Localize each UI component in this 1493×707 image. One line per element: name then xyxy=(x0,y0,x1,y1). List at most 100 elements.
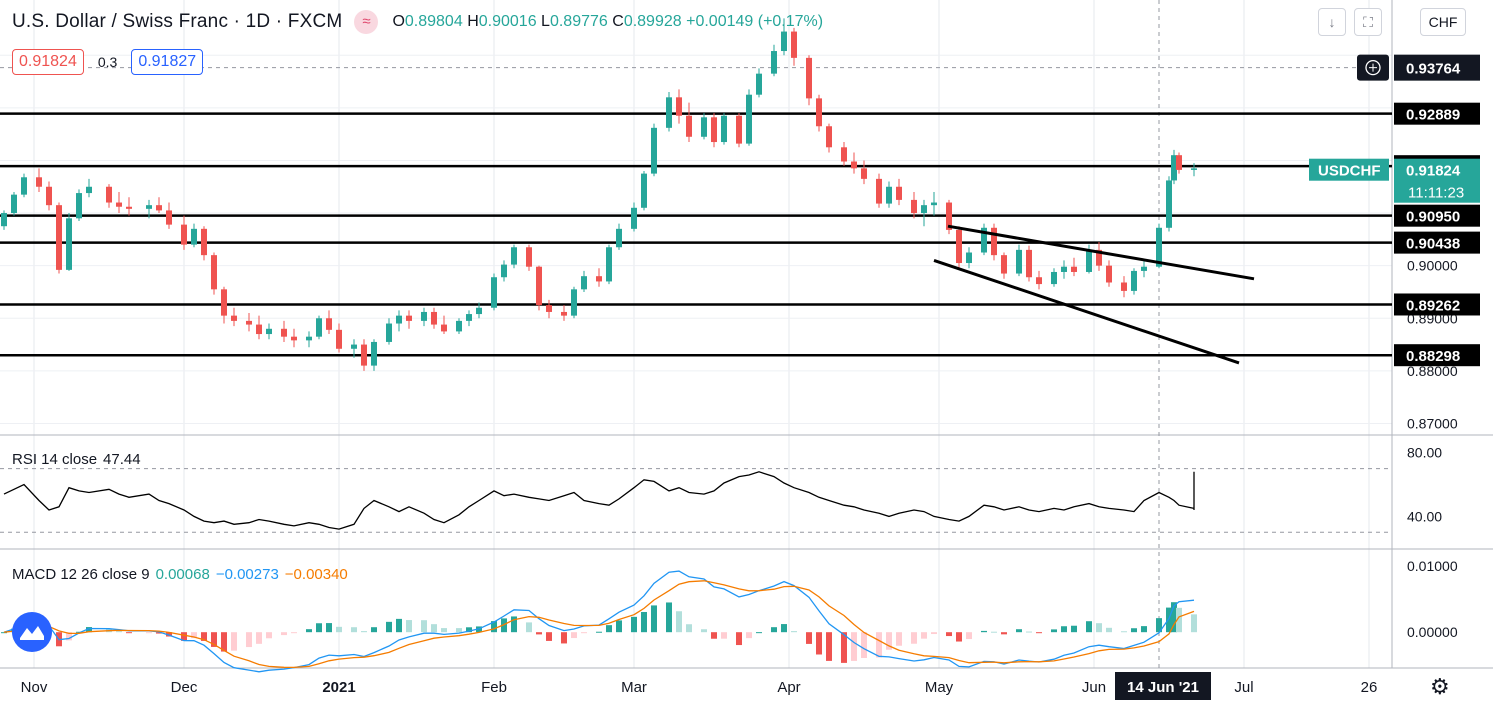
candle-body xyxy=(511,247,517,265)
macd-histogram-bar xyxy=(771,627,777,633)
macd-histogram-bar xyxy=(1096,623,1102,633)
macd-histogram-bar xyxy=(201,632,207,641)
candle xyxy=(1051,268,1057,287)
candle xyxy=(651,123,657,177)
candle-body xyxy=(386,323,392,342)
candle-body xyxy=(686,115,692,137)
rsi-tick-label: 40.00 xyxy=(1407,508,1442,524)
macd-histogram-bar xyxy=(791,631,797,633)
macd-histogram-bar xyxy=(211,632,217,647)
candle-body xyxy=(1166,180,1172,228)
macd-histogram-bar xyxy=(256,632,262,644)
fullscreen-icon[interactable]: ⛶ xyxy=(1354,8,1382,36)
sell-button[interactable]: 0.91824 xyxy=(12,49,84,75)
macd-histogram-bar xyxy=(441,628,447,633)
rsi-label[interactable]: RSI 14 close xyxy=(12,451,98,468)
candle xyxy=(676,89,682,124)
candle xyxy=(86,178,92,198)
candle xyxy=(721,113,727,145)
candle-body xyxy=(456,320,462,332)
candle-body xyxy=(46,186,52,206)
macd-histogram-bar xyxy=(596,631,602,633)
candle xyxy=(946,199,952,235)
candle-body xyxy=(526,247,532,267)
macd-histogram-bar xyxy=(336,626,342,633)
change-value: +0.00149 (+0.17%) xyxy=(686,13,824,30)
candle-body xyxy=(861,168,867,179)
macd-histogram-bar xyxy=(396,618,402,633)
macd-tick-label: 0.01000 xyxy=(1407,558,1458,574)
currency-button[interactable]: CHF xyxy=(1420,8,1466,36)
candle xyxy=(571,286,577,319)
candle-body xyxy=(336,329,342,349)
candle xyxy=(606,244,612,285)
candle xyxy=(441,315,447,335)
macd-histogram-bar xyxy=(166,632,172,637)
candle xyxy=(1166,176,1172,232)
buy-button[interactable]: 0.91827 xyxy=(131,49,204,75)
candle xyxy=(1071,257,1077,277)
gear-icon[interactable]: ⚙ xyxy=(1430,674,1450,699)
price-tick-label: 0.88000 xyxy=(1407,363,1458,379)
macd-histogram-bar xyxy=(1051,629,1057,633)
candle-body xyxy=(736,115,742,144)
candle xyxy=(316,315,322,340)
candle-body xyxy=(806,57,812,99)
candle-body xyxy=(946,202,952,230)
candle-body xyxy=(711,117,717,143)
macd-histogram-bar xyxy=(806,632,812,644)
candle xyxy=(616,223,622,250)
macd-histogram-bar xyxy=(606,625,612,633)
spread-value: 0.3 xyxy=(97,54,118,70)
macd-histogram-bar xyxy=(816,632,822,655)
candle-body xyxy=(441,324,447,332)
candle xyxy=(956,226,962,269)
macd-histogram-bar xyxy=(1071,625,1077,633)
macd-histogram-bar xyxy=(851,632,857,661)
candle xyxy=(1061,260,1067,279)
macd-histogram-bar xyxy=(981,630,987,633)
macd-histogram-bar xyxy=(1061,626,1067,633)
candle xyxy=(1171,149,1177,185)
macd-histogram-bar xyxy=(876,632,882,658)
crosshair-date-label: 14 Jun '21 xyxy=(1127,679,1199,696)
macd-histogram-bar xyxy=(526,622,532,633)
candle-body xyxy=(1061,266,1067,272)
candle-body xyxy=(666,97,672,128)
candle-body xyxy=(86,186,92,194)
macd-histogram-bar xyxy=(911,632,917,644)
candle xyxy=(396,310,402,332)
crosshair-price-bg xyxy=(1394,54,1480,81)
candle xyxy=(806,55,812,106)
tradingview-logo-icon[interactable] xyxy=(12,612,52,652)
candle xyxy=(361,339,367,371)
macd-hist-value: 0.00068 xyxy=(155,566,210,583)
macd-histogram-bar xyxy=(466,627,472,633)
arrow-down-icon[interactable]: ↓ xyxy=(1318,8,1346,36)
candle xyxy=(841,142,847,166)
candle xyxy=(1096,241,1102,271)
macd-histogram-bar xyxy=(1106,627,1112,633)
macd-histogram-bar xyxy=(676,611,682,633)
candle-body xyxy=(201,228,207,256)
candle xyxy=(456,318,462,335)
macd-histogram-bar xyxy=(616,620,622,633)
candle-body xyxy=(116,202,122,207)
candle xyxy=(371,339,377,371)
candle xyxy=(246,313,252,332)
candle xyxy=(501,260,507,282)
candle xyxy=(791,27,797,66)
level-label-bg xyxy=(1394,204,1480,227)
candle xyxy=(211,252,217,295)
time-tick-label: Dec xyxy=(171,679,198,696)
macd-label[interactable]: MACD 12 26 close 9 xyxy=(12,566,150,583)
macd-histogram-bar xyxy=(1141,626,1147,633)
macd-histogram-bar xyxy=(231,632,237,651)
candle xyxy=(166,202,172,229)
macd-histogram-bar xyxy=(1,632,7,634)
symbol-title[interactable]: U.S. Dollar / Swiss Franc · 1D · FXCM xyxy=(12,11,343,32)
candle xyxy=(711,113,717,148)
candle xyxy=(771,44,777,77)
candle-body xyxy=(571,289,577,316)
